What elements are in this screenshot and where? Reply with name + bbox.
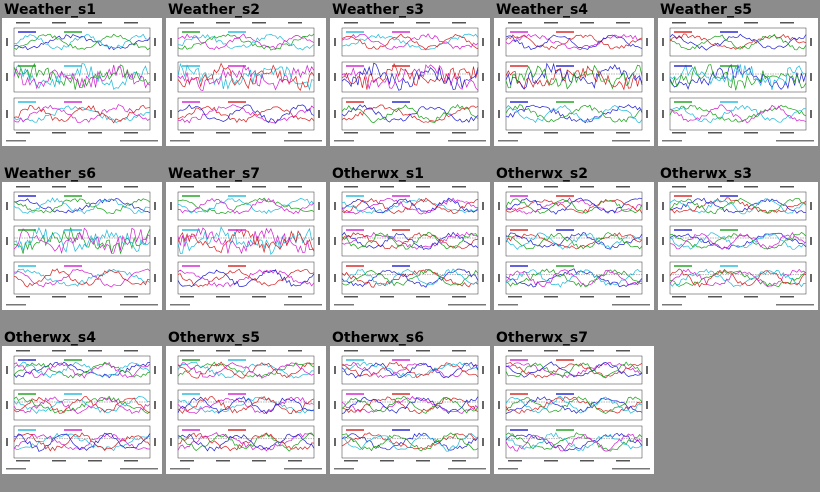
plot-thumbnail-link[interactable] [494, 18, 654, 146]
plot-thumbnail-image [6, 186, 158, 306]
plot-thumbnail-image [662, 186, 814, 306]
thumbnail-title: Weather_s4 [496, 2, 589, 18]
plot-thumbnail-link[interactable] [2, 346, 162, 474]
gallery-cell: Weather_s3 [330, 2, 490, 146]
plot-thumbnail-image [498, 186, 650, 306]
plot-thumbnail-link[interactable] [330, 182, 490, 310]
gallery-cell: Weather_s4 [494, 2, 654, 146]
thumbnail-title: Otherwx_s3 [660, 166, 752, 182]
plot-thumbnail-link[interactable] [166, 18, 326, 146]
plot-thumbnail-image [6, 22, 158, 142]
plot-thumbnail-link[interactable] [658, 182, 818, 310]
plot-thumbnail-link[interactable] [166, 346, 326, 474]
gallery-cell: Otherwx_s7 [494, 330, 654, 474]
gallery-cell: Otherwx_s3 [658, 166, 818, 310]
thumbnail-title: Otherwx_s1 [332, 166, 424, 182]
plot-thumbnail-image [334, 186, 486, 306]
plot-thumbnail-image [334, 22, 486, 142]
gallery-cell: Weather_s2 [166, 2, 326, 146]
gallery-cell: Weather_s6 [2, 166, 162, 310]
plot-thumbnail-link[interactable] [330, 346, 490, 474]
gallery-cell: Weather_s5 [658, 2, 818, 146]
thumbnail-title: Weather_s6 [4, 166, 97, 182]
plot-thumbnail-link[interactable] [166, 182, 326, 310]
thumbnail-title: Otherwx_s4 [4, 330, 96, 346]
plot-thumbnail-image [334, 350, 486, 470]
plot-thumbnail-link[interactable] [2, 18, 162, 146]
thumbnail-title: Weather_s5 [660, 2, 753, 18]
plot-thumbnail-image [170, 22, 322, 142]
thumbnail-title: Otherwx_s5 [168, 330, 260, 346]
gallery-cell: Otherwx_s6 [330, 330, 490, 474]
thumbnail-title: Otherwx_s2 [496, 166, 588, 182]
plot-thumbnail-link[interactable] [330, 18, 490, 146]
gallery-cell: Otherwx_s2 [494, 166, 654, 310]
gallery-cell: Otherwx_s1 [330, 166, 490, 310]
gallery-cell: Weather_s7 [166, 166, 326, 310]
plot-thumbnail-link[interactable] [494, 182, 654, 310]
plot-thumbnail-image [6, 350, 158, 470]
plot-thumbnail-image [170, 350, 322, 470]
thumbnail-title: Weather_s2 [168, 2, 261, 18]
plot-thumbnail-link[interactable] [494, 346, 654, 474]
thumbnail-title: Otherwx_s6 [332, 330, 424, 346]
plot-thumbnail-image [662, 22, 814, 142]
thumbnail-title: Otherwx_s7 [496, 330, 588, 346]
gallery-cell: Weather_s1 [2, 2, 162, 146]
thumbnail-title: Weather_s3 [332, 2, 425, 18]
gallery-cell: Otherwx_s4 [2, 330, 162, 474]
plot-thumbnail-link[interactable] [658, 18, 818, 146]
plot-thumbnail-image [498, 22, 650, 142]
thumbnail-title: Weather_s1 [4, 2, 97, 18]
thumbnail-title: Weather_s7 [168, 166, 261, 182]
plot-thumbnail-image [170, 186, 322, 306]
plot-thumbnail-link[interactable] [2, 182, 162, 310]
gallery-cell: Otherwx_s5 [166, 330, 326, 474]
plot-thumbnail-image [498, 350, 650, 470]
